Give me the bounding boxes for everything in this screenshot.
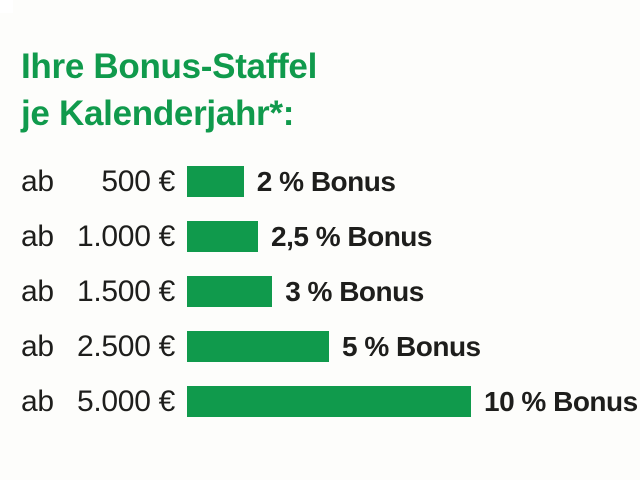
bonus-row: ab 1.000 € 2,5 % Bonus [0,209,640,264]
threshold-prefix: ab [21,219,54,253]
bonus-rows: ab 500 € 2 % Bonus ab 1.000 € 2,5 % Bonus ab 1.… [0,154,640,429]
bonus-row: ab 500 € 2 % Bonus [0,154,640,209]
bonus-bar [187,331,329,362]
bonus-label: 2,5 % Bonus [271,220,432,252]
threshold-prefix: ab [21,384,54,418]
threshold-amount: 2.500 € [77,329,175,363]
bonus-bar [187,221,258,252]
bonus-bar [187,276,273,307]
chart-title-line2: je Kalenderjahr*: [21,94,295,133]
corner-highlight [0,0,13,13]
threshold-amount: 5.000 € [77,384,175,418]
threshold-prefix: ab [21,274,54,308]
threshold-prefix: ab [21,329,54,363]
bonus-label: 3 % Bonus [285,275,424,307]
chart-title: Ihre Bonus-Staffel je Kalenderjahr*: [21,43,317,137]
threshold-amount: 1.000 € [77,219,175,253]
bonus-label: 5 % Bonus [342,330,481,362]
bonus-label: 10 % Bonus [484,385,638,417]
bonus-label: 2 % Bonus [256,165,396,197]
bonus-bar [187,166,244,197]
threshold-amount: 1.500 € [77,274,175,308]
threshold-prefix: ab [21,164,54,198]
bonus-bar [187,386,471,417]
bonus-row: ab 2.500 € 5 % Bonus [0,319,640,374]
threshold-amount: 500 € [101,164,175,198]
bonus-row: ab 1.500 € 3 % Bonus [0,264,640,319]
chart-title-line1: Ihre Bonus-Staffel [21,47,318,86]
bonus-row: ab 5.000 € 10 % Bonus [0,374,640,429]
